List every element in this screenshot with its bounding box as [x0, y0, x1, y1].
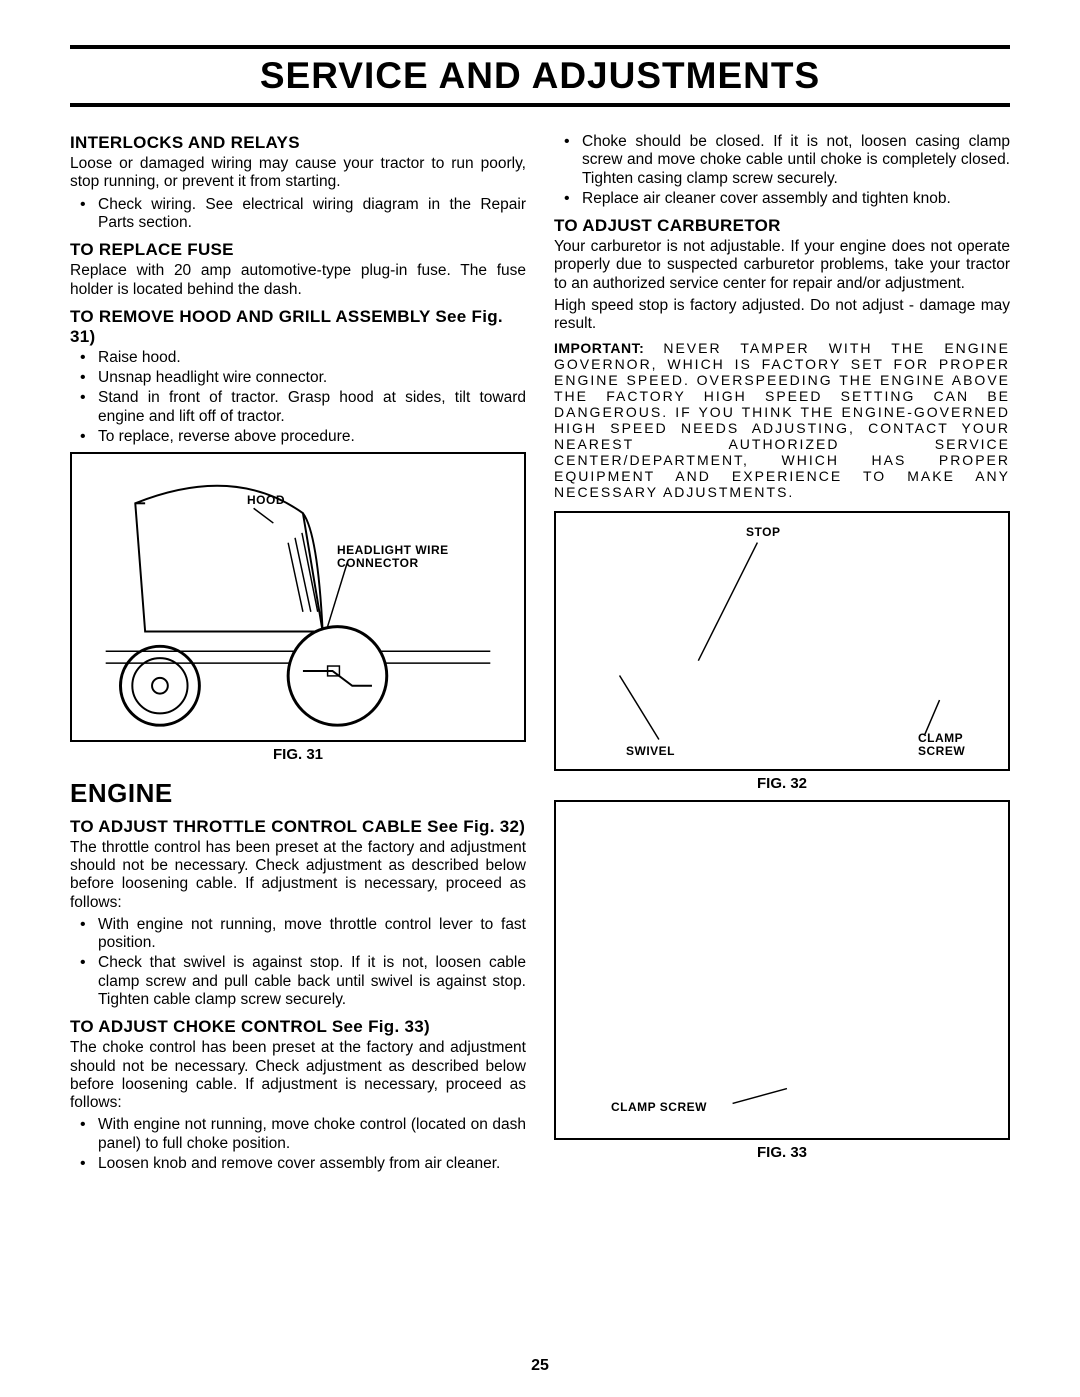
- carb-important: IMPORTANT: NEVER TAMPER WITH THE ENGINE …: [554, 340, 1010, 501]
- interlocks-item-1: Check wiring. See electrical wiring diag…: [70, 196, 526, 233]
- throttle-heading: TO ADJUST THROTTLE CONTROL CABLE See Fig…: [70, 817, 526, 837]
- fig33-label-clamp: CLAMP SCREW: [611, 1101, 707, 1114]
- carb-heading: TO ADJUST CARBURETOR: [554, 216, 1010, 236]
- right-column: Choke should be closed. If it is not, lo…: [554, 125, 1010, 1179]
- hood-item-2: Unsnap headlight wire connector.: [70, 369, 526, 387]
- important-body: NEVER TAMPER WITH THE ENGINE GOVERNOR, W…: [554, 340, 1010, 501]
- bottom-rule: [70, 103, 1010, 107]
- figure-32-box: STOP SWIVEL CLAMP SCREW: [554, 511, 1010, 771]
- figure-31-box: HOOD HEADLIGHT WIRE CONNECTOR: [70, 452, 526, 742]
- figure-32-svg: [556, 513, 1008, 769]
- fig32-caption: FIG. 32: [554, 775, 1010, 793]
- throttle-item-2: Check that swivel is against stop. If it…: [70, 954, 526, 1009]
- interlocks-list: Check wiring. See electrical wiring diag…: [70, 196, 526, 233]
- choke-cont-1: Choke should be closed. If it is not, lo…: [554, 133, 1010, 188]
- throttle-body: The throttle control has been preset at …: [70, 839, 526, 912]
- hood-heading: TO REMOVE HOOD AND GRILL ASSEMBLY See Fi…: [70, 307, 526, 347]
- figure-33-box: CLAMP SCREW: [554, 800, 1010, 1140]
- carb-body-2: High speed stop is factory adjusted. Do …: [554, 297, 1010, 334]
- left-column: INTERLOCKS AND RELAYS Loose or damaged w…: [70, 125, 526, 1179]
- hood-item-4: To replace, reverse above procedure.: [70, 428, 526, 446]
- choke-heading: TO ADJUST CHOKE CONTROL See Fig. 33): [70, 1017, 526, 1037]
- fig32-label-clamp: CLAMP SCREW: [918, 732, 978, 758]
- interlocks-body: Loose or damaged wiring may cause your t…: [70, 155, 526, 192]
- choke-body: The choke control has been preset at the…: [70, 1039, 526, 1112]
- fig31-label-hood: HOOD: [247, 494, 285, 507]
- throttle-item-1: With engine not running, move throttle c…: [70, 916, 526, 953]
- interlocks-heading: INTERLOCKS AND RELAYS: [70, 133, 526, 153]
- hood-item-3: Stand in front of tractor. Grasp hood at…: [70, 389, 526, 426]
- hood-item-1: Raise hood.: [70, 349, 526, 367]
- fig31-label-connector: HEADLIGHT WIRE CONNECTOR: [337, 544, 467, 570]
- fig32-label-swivel: SWIVEL: [626, 745, 675, 758]
- figure-33-svg: [556, 802, 1008, 1138]
- fig32-label-stop: STOP: [746, 526, 780, 539]
- important-label: IMPORTANT:: [554, 340, 644, 356]
- page-number: 25: [0, 1357, 1080, 1375]
- choke-item-2: Loosen knob and remove cover assembly fr…: [70, 1155, 526, 1173]
- fuse-body: Replace with 20 amp automotive-type plug…: [70, 262, 526, 299]
- figure-31-svg: [72, 454, 524, 740]
- engine-heading: ENGINE: [70, 778, 526, 809]
- throttle-list: With engine not running, move throttle c…: [70, 916, 526, 1009]
- choke-cont-2: Replace air cleaner cover assembly and t…: [554, 190, 1010, 208]
- choke-item-1: With engine not running, move choke cont…: [70, 1116, 526, 1153]
- hood-list: Raise hood. Unsnap headlight wire connec…: [70, 349, 526, 446]
- fuse-heading: TO REPLACE FUSE: [70, 240, 526, 260]
- carb-body-1: Your carburetor is not adjustable. If yo…: [554, 238, 1010, 293]
- page-title: SERVICE AND ADJUSTMENTS: [70, 51, 1010, 103]
- top-rule: [70, 45, 1010, 49]
- fig31-caption: FIG. 31: [70, 746, 526, 764]
- fig33-caption: FIG. 33: [554, 1144, 1010, 1162]
- content-columns: INTERLOCKS AND RELAYS Loose or damaged w…: [70, 125, 1010, 1179]
- choke-list: With engine not running, move choke cont…: [70, 1116, 526, 1173]
- choke-cont-list: Choke should be closed. If it is not, lo…: [554, 133, 1010, 208]
